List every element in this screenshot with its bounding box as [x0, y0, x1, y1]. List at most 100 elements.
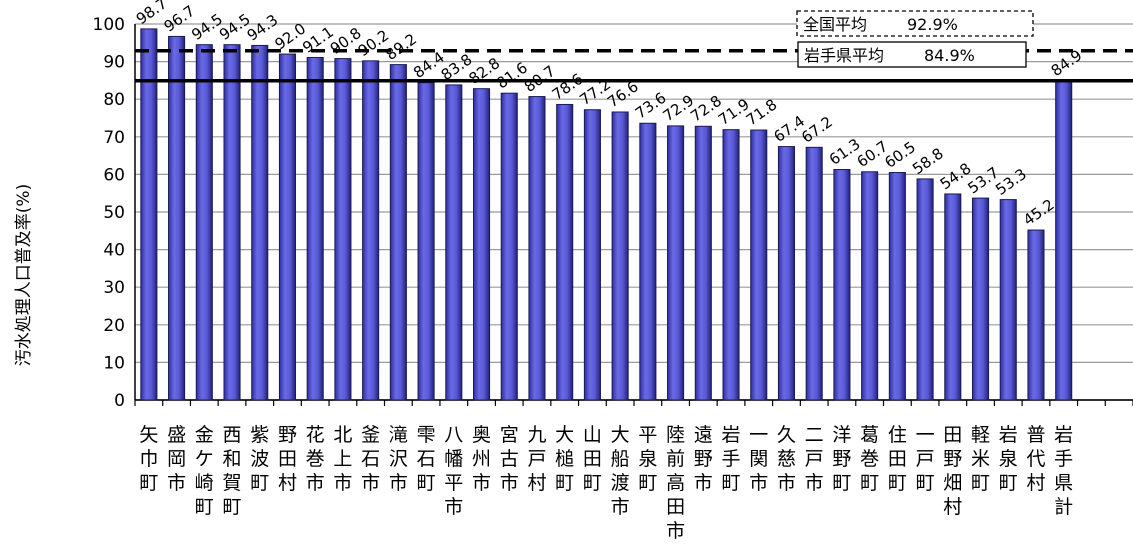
category-label-char: 西 — [223, 424, 242, 446]
bar — [833, 169, 851, 401]
category-label-char: 九 — [527, 424, 546, 446]
category-label-char: 和 — [223, 448, 242, 470]
category-label-char: 奥 — [472, 424, 491, 446]
category-label-char: 釜 — [361, 424, 380, 446]
category-label-char: 花 — [306, 424, 325, 446]
bar — [251, 44, 269, 401]
category-label-char: 市 — [333, 472, 352, 494]
category-label-char: 泉 — [638, 448, 657, 470]
category-label-char: 沢 — [389, 448, 408, 470]
category-label-char: 戸 — [916, 448, 935, 470]
y-tick-label: 60 — [103, 165, 125, 185]
category-label-char: 渡 — [611, 472, 630, 494]
category-label-char: 市 — [472, 472, 491, 494]
category-label-char: 町 — [722, 472, 741, 494]
bar — [750, 129, 768, 401]
legend-label: 全国平均 — [803, 15, 867, 34]
y-tick-label: 0 — [114, 391, 125, 411]
category-label-char: 町 — [195, 496, 214, 518]
category-label-char: 県 — [1054, 472, 1073, 494]
bar — [888, 172, 906, 401]
category-label-char: 前 — [666, 448, 685, 470]
bar — [667, 125, 685, 401]
prefecture-average-box — [797, 41, 1027, 68]
category-label-char: 雫 — [417, 424, 436, 446]
legend-label: 岩手県平均 — [804, 46, 884, 65]
category-label-char: 古 — [500, 448, 519, 470]
y-tick-label: 40 — [103, 241, 125, 261]
bar — [278, 53, 297, 401]
bar — [861, 171, 879, 401]
category-label-char: 関 — [749, 448, 768, 470]
bars — [140, 28, 1073, 401]
category-label-char: 巻 — [306, 448, 325, 470]
y-tick-labels: 0 10 20 30 40 50 60 70 80 90 100 — [93, 15, 125, 411]
category-label-char: 市 — [500, 472, 519, 494]
data-label: 71.8 — [743, 95, 781, 129]
category-label-char: 田 — [583, 448, 602, 470]
category-label-char: 平 — [638, 424, 657, 446]
category-label-char: 賀 — [223, 472, 242, 494]
data-label: 67.2 — [798, 113, 836, 147]
bar — [195, 44, 213, 401]
legend: 全国平均 92.9% 岩手県平均 84.9% — [796, 10, 1034, 68]
bar — [639, 122, 657, 401]
bar — [1055, 80, 1073, 401]
bar — [140, 28, 158, 401]
category-label-char: 村 — [943, 496, 962, 518]
category-label-char: 町 — [638, 472, 657, 494]
bar — [500, 92, 518, 401]
category-label-char: 村 — [278, 472, 297, 494]
category-label-char: 泉 — [999, 448, 1018, 470]
category-label-char: 町 — [999, 472, 1018, 494]
category-label-char: 手 — [722, 448, 741, 470]
category-label-char: 市 — [805, 472, 824, 494]
category-label-char: 北 — [333, 424, 352, 446]
category-label-char: ケ — [195, 448, 214, 470]
category-label-char: 町 — [139, 472, 158, 494]
category-label-char: 畑 — [943, 472, 962, 494]
category-label-char: 波 — [250, 448, 269, 470]
y-tick-label: 50 — [103, 203, 125, 223]
category-label-char: 葛 — [860, 424, 879, 446]
bar — [722, 129, 740, 401]
category-label-char: 盛 — [167, 424, 186, 446]
category-label-char: 市 — [167, 472, 186, 494]
category-label-char: 手 — [1054, 448, 1073, 470]
category-label-char: 野 — [832, 448, 851, 470]
category-label-char: 岩 — [722, 424, 741, 446]
bar — [445, 84, 463, 401]
category-label-char: 幡 — [444, 448, 463, 470]
bar — [334, 58, 352, 401]
category-label-char: 野 — [694, 448, 713, 470]
category-label-char: 市 — [361, 472, 380, 494]
category-label-char: 町 — [916, 472, 935, 494]
category-label-char: 米 — [971, 448, 990, 470]
bar — [168, 35, 186, 401]
bar — [611, 111, 629, 401]
category-label-char: 久 — [777, 424, 796, 446]
category-label-char: 州 — [472, 448, 491, 470]
category-label-char: 大 — [611, 424, 630, 446]
category-label-char: 田 — [278, 448, 297, 470]
category-label-char: 村 — [1026, 472, 1045, 494]
category-label-char: 八 — [444, 424, 463, 446]
category-label-char: 代 — [1026, 448, 1045, 470]
category-label-char: 田 — [666, 496, 685, 518]
category-labels: 矢巾町盛岡市金ケ崎町西和賀町紫波町野田村花巻市北上市釜石市滝沢市雫石町八幡平市奥… — [139, 424, 1073, 542]
category-label-char: 普 — [1026, 424, 1045, 446]
legend-value: 92.9% — [907, 15, 958, 34]
category-label-char: 岩 — [999, 424, 1018, 446]
category-label-char: 町 — [223, 496, 242, 518]
category-label-char: 一 — [749, 424, 768, 446]
bar — [472, 88, 491, 401]
bar — [417, 82, 435, 401]
category-label-char: 山 — [583, 424, 602, 446]
category-label-char: 町 — [583, 472, 602, 494]
category-label-char: 野 — [943, 448, 962, 470]
y-tick-label: 30 — [103, 278, 125, 298]
category-label-char: 市 — [666, 520, 685, 542]
bar — [362, 60, 380, 401]
category-label-char: 野 — [278, 424, 297, 446]
category-label-char: 陸 — [666, 424, 685, 446]
